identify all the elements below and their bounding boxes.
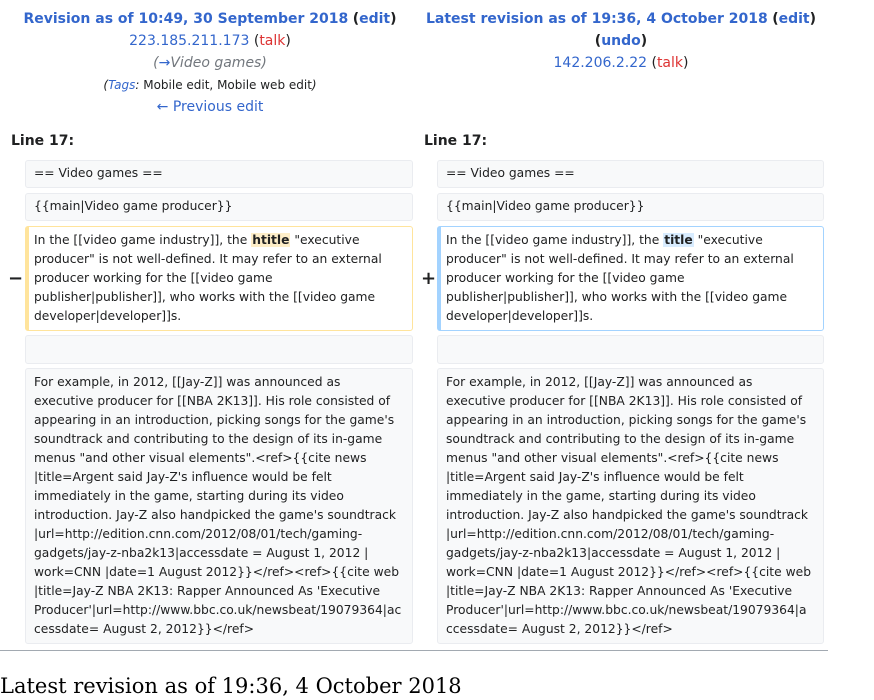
undo-link[interactable]: undo <box>601 33 641 49</box>
right-talk-link[interactable]: talk <box>656 55 684 71</box>
diff-text: For example, in 2012, [[Jay-Z]] was anno… <box>34 375 341 389</box>
right-user-link[interactable]: 142.206.2.22 <box>553 55 648 71</box>
diff-text: menus "and other visual elements".<ref>{… <box>446 451 779 465</box>
diff-text: menus "and other visual elements".<ref>{… <box>34 451 367 465</box>
diff-text: publisher|publisher]], who works with th… <box>34 290 376 304</box>
right-revision-header: Latest revision as of 19:36, 4 October 2… <box>414 8 828 74</box>
diff-text: work=CNN |date=1 August 2012}}</ref><ref… <box>34 565 400 579</box>
diff-text: immediately in the game, starting during… <box>34 489 344 503</box>
latest-revision-heading: Latest revision as of 19:36, 4 October 2… <box>0 674 462 698</box>
diff-text: producer working for the [[video game <box>446 271 685 285</box>
diff-text: introduction. Jay-Z also handpicked the … <box>34 508 397 522</box>
diff-text: producer" is not well-defined. It may re… <box>446 252 794 266</box>
deleted-line: In the [[video game industry]], the htit… <box>25 226 413 331</box>
left-revision-link[interactable]: Revision as of 10:49, 30 September 2018 <box>23 11 349 27</box>
diff-text: In the [[video game industry]], the titl… <box>446 231 815 250</box>
diff-text: In the [[video game industry]], the htit… <box>34 231 404 250</box>
added-line-marker: + <box>421 268 437 289</box>
diff-text: introduction. Jay-Z also handpicked the … <box>446 508 809 522</box>
right-context-line: == Video games == <box>437 160 824 188</box>
diff-text: |title=Argent said Jay-Z's influence wou… <box>34 470 332 484</box>
diff-text: |url=http://edition.cnn.com/2012/08/01/t… <box>446 527 775 541</box>
left-user-line: 223.185.211.173 (talk) <box>129 33 291 49</box>
deleted-line-marker: − <box>8 268 24 289</box>
added-line: In the [[video game industry]], the titl… <box>437 226 824 331</box>
diff-text: Producer'|url=http://www.bbc.co.uk/newsb… <box>446 603 807 617</box>
diff-text: immediately in the game, starting during… <box>446 489 756 503</box>
diff-text: |title=Jay-Z NBA 2K13: Rapper Announced … <box>34 584 381 598</box>
diff-text-part: "executive <box>294 233 360 247</box>
left-talk-link[interactable]: talk <box>259 33 286 49</box>
diff-text: executive producer for [[NBA 2K13]]. His… <box>446 394 803 408</box>
diff-text: producer working for the [[video game <box>34 271 273 285</box>
diff-text-part: "executive <box>697 233 763 247</box>
diff-text: == Video games == <box>446 166 575 180</box>
left-context-line: {{main|Video game producer}} <box>25 193 413 221</box>
left-context-paragraph: For example, in 2012, [[Jay-Z]] was anno… <box>25 368 413 644</box>
diff-text: appearing in an introduction, picking so… <box>446 413 807 427</box>
undo-line: (undo) <box>594 33 648 49</box>
diff-text: publisher|publisher]], who works with th… <box>446 290 788 304</box>
right-revision-link[interactable]: Latest revision as of 19:36, 4 October 2… <box>425 11 768 27</box>
left-user-link[interactable]: 223.185.211.173 <box>129 33 250 49</box>
diff-text: cessdate= August 2, 2012}}</ref> <box>34 622 255 636</box>
diff-text: |url=http://edition.cnn.com/2012/08/01/t… <box>34 527 363 541</box>
diff-text-part: In the [[video game industry]], the <box>446 233 660 247</box>
left-tags: (Tags: Mobile edit, Mobile web edit) <box>103 78 317 92</box>
diff-text: gadgets/jay-z-nba2k13|accessdate = Augus… <box>446 546 781 560</box>
diff-text: {{main|Video game producer}} <box>34 199 233 213</box>
diff-text: ccessdate= August 2, 2012}}</ref> <box>446 622 673 636</box>
left-context-line: == Video games == <box>25 160 413 188</box>
left-line-number: Line 17: <box>11 133 75 149</box>
diff-text: executive producer for [[NBA 2K13]]. His… <box>34 394 391 408</box>
right-empty-context-line <box>437 335 824 364</box>
left-revision-header: Revision as of 10:49, 30 September 2018 … <box>0 8 420 118</box>
section-divider <box>0 650 828 651</box>
diff-text: producer" is not well-defined. It may re… <box>34 252 382 266</box>
added-word: title <box>663 233 694 247</box>
left-revision-title-line: Revision as of 10:49, 30 September 2018 … <box>23 11 397 27</box>
left-edit-link[interactable]: edit <box>359 11 391 27</box>
edit-summary-section: Video games <box>170 55 262 71</box>
diff-text: soundtrack and contributing to the desig… <box>446 432 795 446</box>
right-user-line: 142.206.2.22 (talk) <box>553 55 689 71</box>
diff-text: developer|developer]]s. <box>446 309 594 323</box>
diff-text: gadgets/jay-z-nba2k13|accessdate = Augus… <box>34 546 369 560</box>
right-context-paragraph: For example, in 2012, [[Jay-Z]] was anno… <box>437 368 824 644</box>
diff-text: |title=Jay-Z NBA 2K13: Rapper Announced … <box>446 584 793 598</box>
section-arrow-link[interactable]: → <box>158 55 171 71</box>
diff-text: Producer'|url=http://www.bbc.co.uk/newsb… <box>34 603 402 617</box>
diff-text: developer|developer]]s. <box>34 309 182 323</box>
diff-text: {{main|Video game producer}} <box>446 199 645 213</box>
diff-text: work=CNN |date=1 August 2012}}</ref><ref… <box>446 565 812 579</box>
diff-text: For example, in 2012, [[Jay-Z]] was anno… <box>446 375 753 389</box>
diff-text: soundtrack and contributing to the desig… <box>34 432 383 446</box>
previous-edit-link[interactable]: ← Previous edit <box>156 99 264 115</box>
diff-text: appearing in an introduction, picking so… <box>34 413 395 427</box>
left-edit-summary: (→Video games) <box>153 55 267 71</box>
right-revision-title-line: Latest revision as of 19:36, 4 October 2… <box>425 11 817 27</box>
diff-text: == Video games == <box>34 166 163 180</box>
tags-link[interactable]: Tags <box>108 78 136 92</box>
diff-text: |title=Argent said Jay-Z's influence wou… <box>446 470 744 484</box>
right-line-number: Line 17: <box>424 133 488 149</box>
deleted-word: htitle <box>251 233 291 247</box>
tag-list: Mobile edit, Mobile web edit <box>143 78 312 92</box>
diff-text-part: In the [[video game industry]], the <box>34 233 248 247</box>
left-empty-context-line <box>25 335 413 364</box>
right-edit-link[interactable]: edit <box>778 11 810 27</box>
right-context-line: {{main|Video game producer}} <box>437 193 824 221</box>
